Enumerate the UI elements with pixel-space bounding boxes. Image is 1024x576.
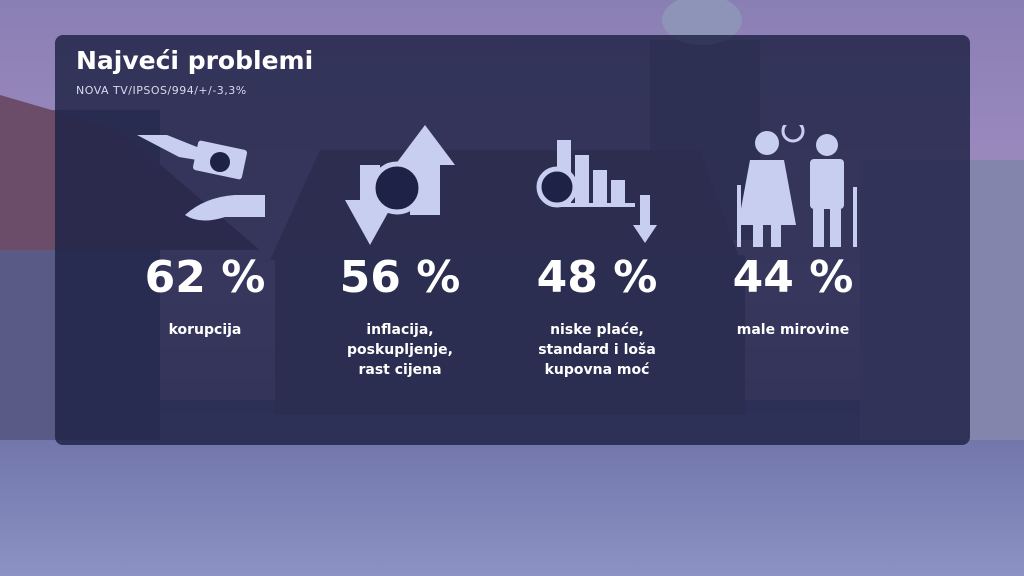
icon-pensioners: [737, 125, 857, 247]
item: 44 % male mirovine: [703, 250, 883, 340]
item: 48 % niske plaće, standard i loša kupovna…: [507, 250, 687, 380]
icon-falling-wages: [536, 140, 657, 243]
item: 56 % inflacija, poskupljenje, rast cijena: [310, 250, 490, 380]
item-label: inflacija, poskupljenje, rast cijena: [347, 322, 453, 378]
item: 62 % korupcija: [115, 250, 295, 340]
percent: 62 %: [144, 252, 266, 303]
item-label: male mirovine: [736, 322, 850, 338]
percent: 44 %: [732, 252, 854, 303]
percent: 48 %: [536, 252, 658, 303]
title: Najveći problemi: [76, 46, 314, 75]
item-label: niske plaće, standard i loša kupovna moć: [538, 322, 656, 378]
icon-money-hand: [137, 135, 265, 221]
percent: 56 %: [339, 252, 461, 303]
item-label: korupcija: [168, 322, 242, 338]
icon-inflation: [345, 125, 455, 245]
source: NOVA TV/IPSOS/994/+/-3,3%: [76, 84, 247, 97]
